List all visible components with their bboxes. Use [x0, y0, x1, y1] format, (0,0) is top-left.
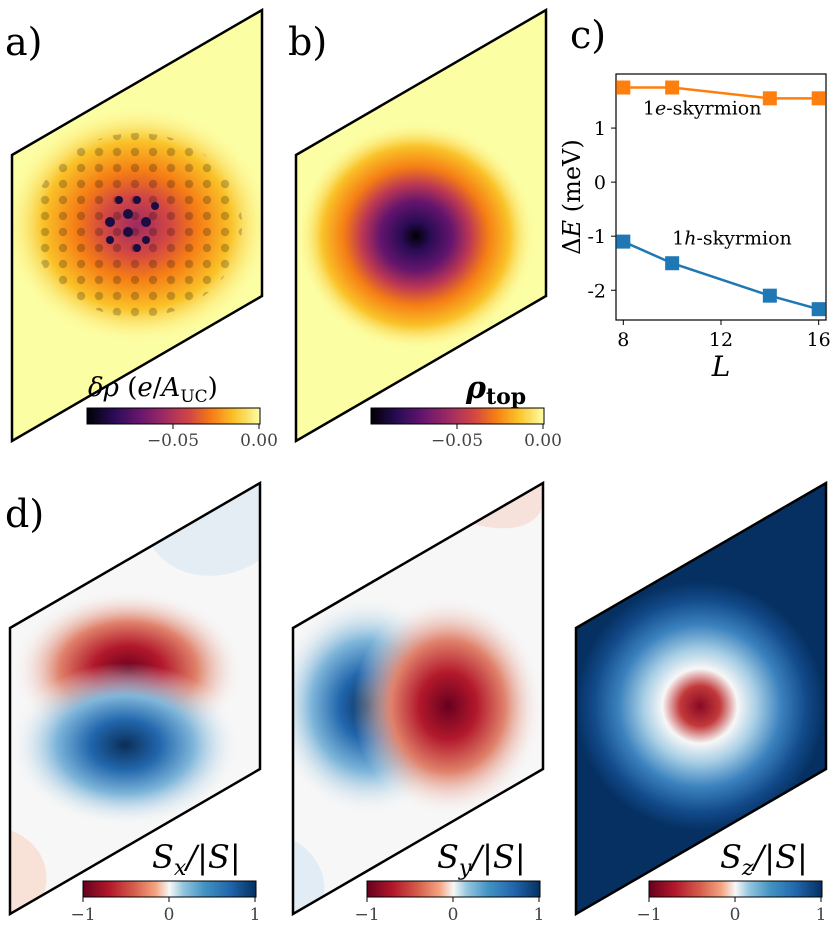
map-a-frame [10, 7, 264, 444]
series-label-0: 1e-skyrmion [643, 98, 762, 120]
colorbar-a [86, 407, 261, 425]
colorbar-sz-tick: 0 [730, 905, 741, 925]
colorbar-sx-tick: 1 [250, 905, 261, 925]
colorbar-sz-tick: −1 [636, 905, 661, 925]
panel-sy: Sy/|S| −1 0 1 [291, 480, 545, 925]
series-line-1 [622, 240, 820, 311]
x-tick-label: 12 [709, 329, 733, 351]
colorbar-a-tick: 0.00 [240, 431, 278, 451]
y-axis-label: ΔE (meV) [558, 139, 586, 255]
panel-sx: d) Sx/|S| −1 0 1 [5, 480, 262, 925]
colorbar-sy-tick: 0 [448, 905, 459, 925]
series-0-marker [811, 91, 826, 106]
y-tick-label: 1 [594, 118, 606, 140]
energy-chart: 8 12 16 1 0 -1 -2 L ΔE (meV) 1e-skyrmion 1h-skyrmi… [558, 73, 831, 383]
series-0-marker [616, 80, 631, 95]
map-sy-frame [291, 480, 545, 917]
colorbar-sz-tick: 1 [816, 905, 827, 925]
map-a-title: δρ (e/AUC) [88, 373, 218, 407]
x-tick-label: 8 [617, 329, 629, 351]
map-sz-frame [574, 480, 828, 917]
series-1-marker [762, 288, 777, 303]
panel-label-c: c) [570, 13, 606, 57]
colorbar-sx-tick: −1 [70, 905, 95, 925]
panel-label-a: a) [5, 20, 42, 64]
x-tick-label: 16 [807, 329, 831, 351]
series-1-marker [811, 302, 826, 317]
map-sx-title: Sx/|S| [152, 838, 241, 881]
panel-label-b: b) [288, 20, 327, 64]
colorbar-a-tick: −0.05 [147, 431, 199, 451]
series-label-1: 1h-skyrmion [672, 227, 792, 249]
map-b-frame [294, 7, 548, 444]
panel-sz: Sz/|S| −1 0 1 [574, 480, 828, 925]
colorbar-b-tick: −0.05 [431, 431, 483, 451]
map-sx-frame [8, 480, 262, 917]
map-b-title: ρtop [465, 371, 526, 410]
panel-label-d: d) [5, 492, 44, 536]
colorbar-b-tick: 0.00 [524, 431, 562, 451]
colorbar-sy-tick: −1 [354, 905, 379, 925]
y-tick-label: -1 [587, 226, 606, 248]
panel-a: a) δρ (e/AUC) −0.05 0.00 [5, 7, 278, 451]
y-tick-label: 0 [594, 172, 606, 194]
colorbar-sx [82, 880, 257, 898]
colorbar-sx-tick: 0 [164, 905, 175, 925]
colorbar-sy-tick: 1 [534, 905, 545, 925]
x-axis-label: L [711, 350, 731, 383]
colorbar-sy [366, 880, 541, 898]
map-sz-title: Sz/|S| [720, 838, 808, 881]
panel-b: b) ρtop −0.05 0.00 [288, 7, 562, 451]
colorbar-sz [648, 880, 823, 898]
y-tick-label: -2 [587, 280, 606, 302]
series-0-marker [665, 80, 680, 95]
panel-c: c) 8 12 16 1 0 -1 -2 L ΔE (meV) 1e-skyrmion 1h-sky… [558, 13, 831, 383]
series-0-marker [762, 91, 777, 106]
map-sy-title: Sy/|S| [437, 838, 526, 881]
series-1-marker [616, 234, 631, 249]
series-line-0 [623, 86, 819, 100]
series-1-marker [665, 256, 680, 271]
colorbar-b [370, 407, 545, 425]
